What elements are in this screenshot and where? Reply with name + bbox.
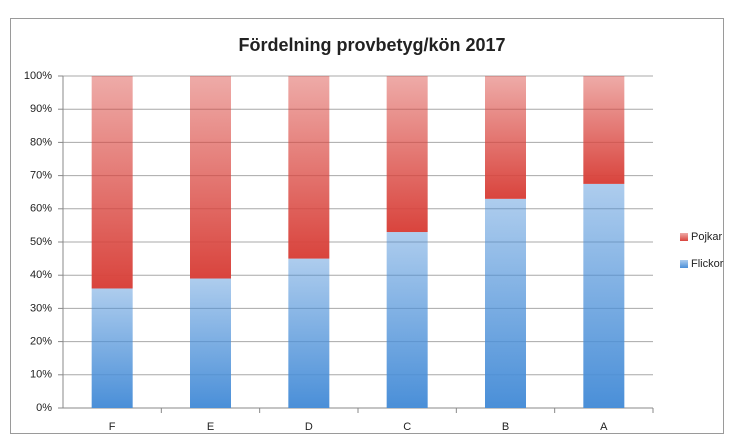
y-tick-label: 50% xyxy=(30,236,52,248)
x-tick-label: C xyxy=(403,421,411,433)
bar-segment xyxy=(386,232,428,408)
bar-segment xyxy=(583,183,625,408)
x-tick-label: B xyxy=(502,421,509,433)
y-tick-label: 90% xyxy=(30,103,52,115)
x-tick-label: D xyxy=(305,421,313,433)
bar-segment xyxy=(91,76,133,289)
bar-segment xyxy=(91,288,133,408)
legend-swatch xyxy=(680,260,688,268)
x-tick-label: A xyxy=(600,421,608,433)
legend-swatch xyxy=(680,233,688,241)
legend-label: Pojkar xyxy=(691,231,723,243)
bar-segment xyxy=(190,76,231,279)
y-tick-label: 30% xyxy=(30,302,52,314)
chart-title: Fördelning provbetyg/kön 2017 xyxy=(238,35,505,55)
bar-segment xyxy=(583,76,625,184)
y-tick-label: 20% xyxy=(30,336,52,348)
legend-label: Flickor xyxy=(691,258,724,270)
y-tick-label: 60% xyxy=(30,203,52,215)
y-tick-label: 0% xyxy=(36,402,52,414)
bar-segment xyxy=(288,258,330,408)
y-tick-label: 100% xyxy=(24,70,52,82)
bar-segment xyxy=(386,76,428,233)
y-tick-label: 70% xyxy=(30,170,52,182)
y-tick-label: 10% xyxy=(30,369,52,381)
x-tick-label: E xyxy=(207,421,214,433)
x-tick-label: F xyxy=(109,421,116,433)
y-tick-label: 40% xyxy=(30,269,52,281)
bar-segment xyxy=(190,278,231,408)
bar-segment xyxy=(485,76,526,199)
bar-segment xyxy=(485,198,526,408)
y-tick-label: 80% xyxy=(30,136,52,148)
bar-segment xyxy=(288,76,330,259)
